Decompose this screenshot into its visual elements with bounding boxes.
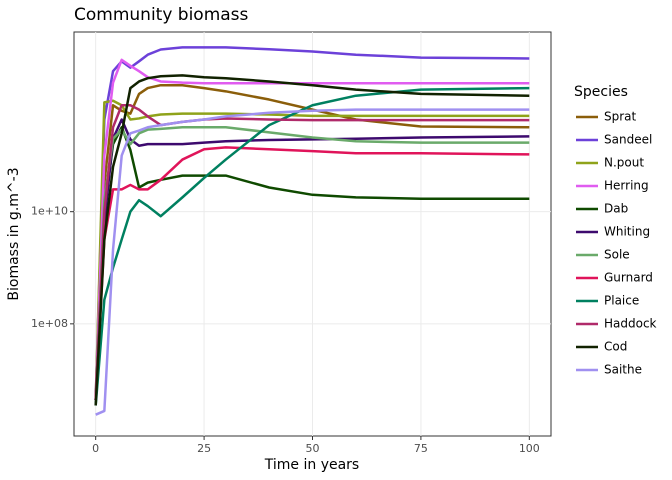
legend-label: Herring [604,179,649,193]
legend-label: Plaice [604,294,639,308]
legend-label: Haddock [604,317,657,331]
x-tick-label: 50 [306,442,320,455]
x-axis-label: Time in years [264,457,359,473]
legend-label: Sandeel [604,133,652,147]
legend-label: Gurnard [604,271,653,285]
series-line [94,83,530,400]
legend-label: Sprat [604,110,637,124]
legend-label: Whiting [604,225,650,239]
x-tick-label: 75 [414,442,428,455]
series-line [94,74,530,406]
y-tick-label: 1e+08 [31,317,68,330]
legend-label: Dab [604,202,628,216]
series-line [94,126,530,400]
series-line [94,86,530,406]
series-line [94,58,530,400]
x-tick-label: 0 [92,442,99,455]
x-tick-label: 25 [197,442,211,455]
legend-label: Saithe [604,363,642,377]
series-line [95,108,530,416]
chart-title: Community biomass [74,5,249,25]
series-line [94,46,530,400]
x-tick-label: 100 [519,442,540,455]
series-line [94,99,530,400]
legend-label: N.pout [604,156,644,170]
y-tick-label: 1e+10 [31,205,68,218]
y-axis-label: Biomass in g.m^-3 [6,167,22,300]
legend-label: Sole [604,248,630,262]
legend-label: Cod [604,340,627,354]
legend-title: Species [574,84,628,100]
